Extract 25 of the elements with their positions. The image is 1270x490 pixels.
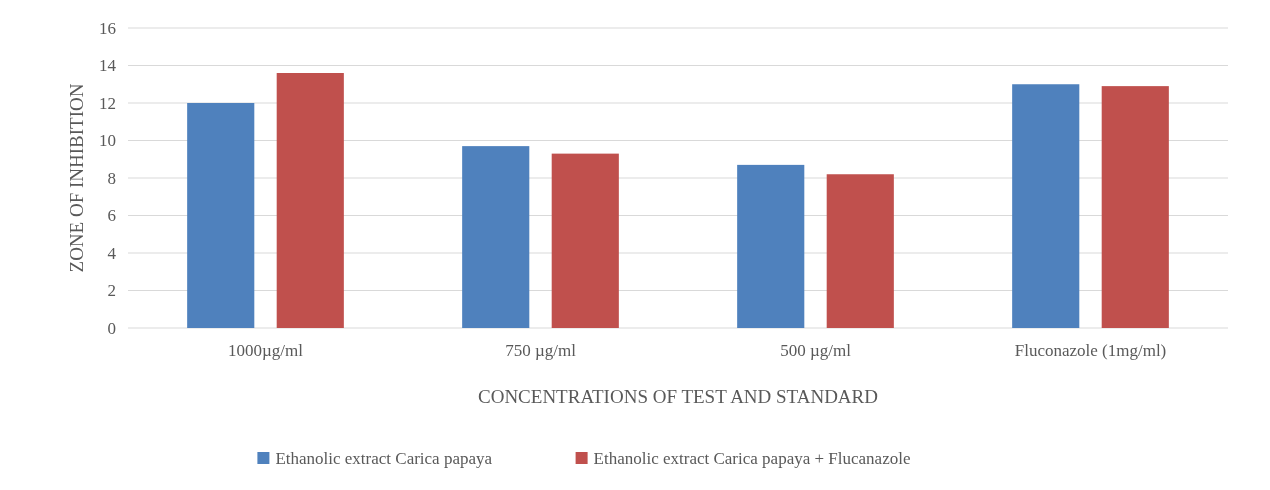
bar <box>826 174 894 328</box>
x-axis-title: CONCENTRATIONS OF TEST AND STANDARD <box>478 386 878 407</box>
x-tick-label: Fluconazole (1mg/ml) <box>1014 341 1167 360</box>
bar <box>551 153 619 328</box>
x-tick-label: 500 µg/ml <box>780 341 852 360</box>
bar <box>187 103 255 328</box>
y-tick-label: 6 <box>107 206 116 226</box>
bar <box>462 146 530 328</box>
y-tick-label: 16 <box>99 18 116 38</box>
y-tick-label: 8 <box>107 168 116 188</box>
legend-label: Ethanolic extract Carica papaya <box>275 448 493 468</box>
x-tick-label: 750 µg/ml <box>505 341 577 360</box>
legend-label: Ethanolic extract Carica papaya + Flucanazole <box>593 448 911 468</box>
x-tick-label: 1000µg/ml <box>228 341 304 360</box>
y-tick-label: 2 <box>107 281 116 301</box>
y-tick-label: 14 <box>99 56 117 76</box>
y-tick-label: 12 <box>99 93 116 113</box>
y-axis-title: ZONE OF INHIBITION <box>66 83 87 273</box>
bar <box>1101 86 1169 328</box>
bar <box>276 73 344 328</box>
y-tick-label: 4 <box>107 243 117 263</box>
bar <box>1012 84 1080 328</box>
y-tick-label: 10 <box>99 131 116 151</box>
bar <box>737 164 805 328</box>
y-tick-label: 0 <box>107 318 116 338</box>
